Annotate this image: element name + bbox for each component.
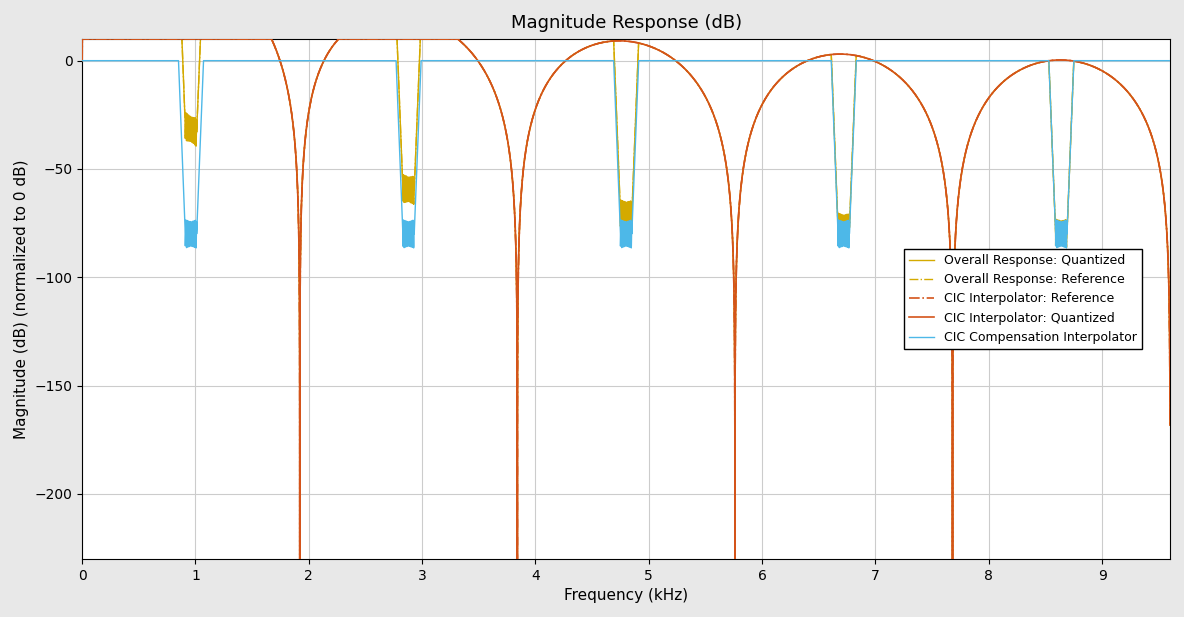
CIC Compensation Interpolator — [1061, 211, 1075, 218]
Overall Response: Quantized: (8.7, -70.7): Quantized: (8.7, -70.7) — [1061, 210, 1075, 218]
CIC Interpolator: Quantized: (1.92, -230): Quantized: (1.92, -230) — [292, 555, 307, 563]
Overall Response: Reference: (0.22, 10): Reference: (0.22, 10) — [99, 35, 114, 43]
CIC Interpolator: Quantized: (9.6e-05, 10): Quantized: (9.6e-05, 10) — [75, 35, 89, 43]
Line: Overall Response: Reference: Overall Response: Reference — [82, 39, 1170, 559]
Overall Response: Quantized: (0, 0): Quantized: (0, 0) — [75, 57, 89, 64]
Overall Response: Quantized: (9.6e-05, 10): Quantized: (9.6e-05, 10) — [75, 35, 89, 43]
CIC Compensation Interpolator — [648, 57, 662, 64]
Line: CIC Interpolator: Reference: CIC Interpolator: Reference — [82, 39, 1170, 559]
Overall Response: Reference: (5.06, 5.6): Reference: (5.06, 5.6) — [648, 45, 662, 52]
Overall Response: Quantized: (9.6, -168): Quantized: (9.6, -168) — [1163, 421, 1177, 429]
CIC Interpolator: Quantized: (0, 0): Quantized: (0, 0) — [75, 57, 89, 64]
Overall Response: Reference: (9.6, -168): Reference: (9.6, -168) — [1163, 421, 1177, 429]
Line: Overall Response: Quantized: Overall Response: Quantized — [82, 39, 1170, 559]
CIC Interpolator: Reference: (1.92, -230): Reference: (1.92, -230) — [292, 555, 307, 563]
Overall Response: Quantized: (6.11, -11.2): Quantized: (6.11, -11.2) — [768, 81, 783, 89]
Overall Response: Reference: (9.6e-05, 10): Reference: (9.6e-05, 10) — [75, 35, 89, 43]
Legend: Overall Response: Quantized, Overall Response: Reference, CIC Interpolator: Refe: Overall Response: Quantized, Overall Res… — [905, 249, 1143, 349]
Overall Response: Quantized: (1.18, 10): Quantized: (1.18, 10) — [208, 35, 223, 43]
Overall Response: Reference: (8.7, -70.7): Reference: (8.7, -70.7) — [1061, 210, 1075, 218]
CIC Interpolator: Reference: (8.7, 0.173): Reference: (8.7, 0.173) — [1061, 57, 1075, 64]
X-axis label: Frequency (kHz): Frequency (kHz) — [564, 588, 688, 603]
Y-axis label: Magnitude (dB) (normalized to 0 dB): Magnitude (dB) (normalized to 0 dB) — [14, 159, 28, 439]
Overall Response: Reference: (6.11, -11.2): Reference: (6.11, -11.2) — [768, 81, 783, 89]
CIC Interpolator: Reference: (9.13, -9.54): Reference: (9.13, -9.54) — [1111, 78, 1125, 85]
CIC Interpolator: Quantized: (5.06, 5.6): Quantized: (5.06, 5.6) — [648, 45, 662, 52]
Overall Response: Reference: (9.13, -9.54): Reference: (9.13, -9.54) — [1111, 78, 1125, 85]
Title: Magnitude Response (dB): Magnitude Response (dB) — [510, 14, 741, 32]
CIC Compensation Interpolator — [1060, 244, 1074, 252]
CIC Interpolator: Quantized: (0.22, 10): Quantized: (0.22, 10) — [99, 35, 114, 43]
CIC Interpolator: Reference: (5.06, 5.6): Reference: (5.06, 5.6) — [648, 45, 662, 52]
CIC Interpolator: Reference: (9.6e-05, 10): Reference: (9.6e-05, 10) — [75, 35, 89, 43]
CIC Interpolator: Reference: (0.22, 10): Reference: (0.22, 10) — [99, 35, 114, 43]
CIC Interpolator: Reference: (1.18, 10): Reference: (1.18, 10) — [208, 35, 223, 43]
CIC Interpolator: Quantized: (1.18, 10): Quantized: (1.18, 10) — [208, 35, 223, 43]
Line: CIC Interpolator: Quantized: CIC Interpolator: Quantized — [82, 39, 1170, 559]
CIC Interpolator: Quantized: (9.6, -168): Quantized: (9.6, -168) — [1163, 421, 1177, 429]
CIC Interpolator: Quantized: (8.7, 0.173): Quantized: (8.7, 0.173) — [1061, 57, 1075, 64]
Overall Response: Reference: (1.92, -230): Reference: (1.92, -230) — [292, 555, 307, 563]
Overall Response: Quantized: (9.13, -9.54): Quantized: (9.13, -9.54) — [1111, 78, 1125, 85]
CIC Compensation Interpolator — [1111, 57, 1125, 64]
Overall Response: Reference: (0, 0): Reference: (0, 0) — [75, 57, 89, 64]
Line: CIC Compensation Interpolator: CIC Compensation Interpolator — [82, 60, 1170, 248]
CIC Compensation Interpolator — [1163, 57, 1177, 64]
Overall Response: Quantized: (1.92, -230): Quantized: (1.92, -230) — [292, 555, 307, 563]
Overall Response: Quantized: (0.22, 10): Quantized: (0.22, 10) — [99, 35, 114, 43]
CIC Interpolator: Reference: (9.6, -168): Reference: (9.6, -168) — [1163, 421, 1177, 429]
Overall Response: Reference: (1.18, 10): Reference: (1.18, 10) — [208, 35, 223, 43]
Overall Response: Quantized: (5.06, 5.6): Quantized: (5.06, 5.6) — [648, 45, 662, 52]
CIC Compensation Interpolator — [99, 57, 114, 64]
CIC Compensation Interpolator — [75, 57, 89, 64]
CIC Compensation Interpolator — [208, 57, 223, 64]
CIC Interpolator: Reference: (6.11, -11.2): Reference: (6.11, -11.2) — [768, 81, 783, 89]
CIC Compensation Interpolator — [768, 57, 783, 64]
CIC Interpolator: Quantized: (6.11, -11.2): Quantized: (6.11, -11.2) — [768, 81, 783, 89]
CIC Interpolator: Reference: (0, 0): Reference: (0, 0) — [75, 57, 89, 64]
CIC Interpolator: Quantized: (9.13, -9.54): Quantized: (9.13, -9.54) — [1111, 78, 1125, 85]
